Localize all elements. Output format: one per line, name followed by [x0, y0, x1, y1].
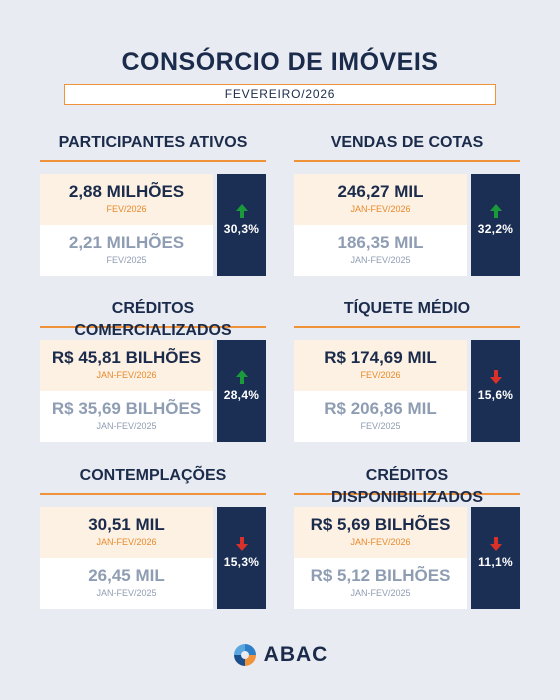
card-title: CRÉDITOS DISPONIBILIZADOS [330, 467, 483, 506]
previous-value: R$ 5,12 BILHÕES [310, 566, 451, 585]
current-period: JAN-FEV/2026 [350, 204, 411, 214]
current-row: R$ 45,81 BILHÕES JAN-FEV/2026 [40, 340, 213, 391]
previous-period: JAN-FEV/2025 [350, 588, 411, 598]
previous-value: 186,35 MIL [337, 233, 424, 252]
change-percent: 11,1% [478, 555, 513, 569]
current-value: 30,51 MIL [88, 515, 165, 534]
divider [40, 160, 266, 162]
current-period: JAN-FEV/2026 [96, 370, 157, 380]
change-box: 11,1% [471, 507, 520, 609]
change-box: 30,3% [217, 174, 266, 276]
change-percent: 28,4% [223, 388, 260, 402]
arrow-up-icon [235, 204, 248, 218]
previous-row: 2,21 MILHÕES FEV/2025 [40, 225, 213, 276]
previous-row: R$ 35,69 BILHÕES JAN-FEV/2025 [40, 391, 213, 442]
previous-period: JAN-FEV/2025 [96, 421, 157, 431]
previous-period: FEV/2025 [106, 255, 147, 265]
current-value: R$ 174,69 MIL [324, 348, 437, 367]
arrow-down-icon [489, 370, 502, 384]
change-percent: 32,2% [477, 222, 514, 236]
change-box: 32,2% [471, 174, 520, 276]
card-participantes-ativos: PARTICIPANTES ATIVOS 2,88 MILHÕES FEV/20… [40, 132, 266, 276]
page-title: CONSÓRCIO DE IMÓVEIS [121, 48, 439, 76]
current-row: R$ 5,69 BILHÕES JAN-FEV/2026 [294, 507, 467, 558]
period-box: FEVEREIRO/2026 [64, 84, 496, 105]
current-row: 30,51 MIL JAN-FEV/2026 [40, 507, 213, 558]
card-contemplacoes: CONTEMPLAÇÕES 30,51 MIL JAN-FEV/2026 26,… [40, 465, 266, 609]
change-box: 15,3% [217, 507, 266, 609]
change-percent: 15,6% [477, 388, 514, 402]
arrow-down-icon [489, 537, 502, 551]
previous-value: 26,45 MIL [88, 566, 165, 585]
previous-row: R$ 5,12 BILHÕES JAN-FEV/2025 [294, 558, 467, 609]
current-value: R$ 45,81 BILHÕES [51, 348, 202, 367]
current-value: R$ 5,69 BILHÕES [310, 515, 451, 534]
previous-period: FEV/2025 [360, 421, 401, 431]
change-percent: 15,3% [223, 555, 260, 569]
card-creditos-comercializados: CRÉDITOS COMERCIALIZADOS R$ 45,81 BILHÕE… [40, 298, 266, 442]
card-body: R$ 174,69 MIL FEV/2026 R$ 206,86 MIL FEV… [294, 340, 520, 442]
current-value: 2,88 MILHÕES [68, 182, 185, 201]
card-creditos-disponibilizados: CRÉDITOS DISPONIBILIZADOS R$ 5,69 BILHÕE… [294, 465, 520, 609]
logo-text: ABAC [263, 643, 329, 666]
previous-period: JAN-FEV/2025 [350, 255, 411, 265]
divider [294, 160, 520, 162]
previous-value: R$ 206,86 MIL [324, 399, 437, 418]
current-row: R$ 174,69 MIL FEV/2026 [294, 340, 467, 391]
card-body: R$ 5,69 BILHÕES JAN-FEV/2026 R$ 5,12 BIL… [294, 507, 520, 609]
current-period: FEV/2026 [360, 370, 401, 380]
card-body: 246,27 MIL JAN-FEV/2026 186,35 MIL JAN-F… [294, 174, 520, 276]
card-title: VENDAS DE COTAS [330, 134, 484, 151]
previous-row: 26,45 MIL JAN-FEV/2025 [40, 558, 213, 609]
current-row: 246,27 MIL JAN-FEV/2026 [294, 174, 467, 225]
current-period: FEV/2026 [106, 204, 147, 214]
arrow-down-icon [235, 537, 248, 551]
previous-row: R$ 206,86 MIL FEV/2025 [294, 391, 467, 442]
abac-logo-icon [233, 644, 256, 666]
card-title: PARTICIPANTES ATIVOS [58, 134, 248, 151]
change-box: 28,4% [217, 340, 266, 442]
divider [294, 493, 520, 495]
arrow-up-icon [235, 370, 248, 384]
current-period: JAN-FEV/2026 [350, 537, 411, 547]
change-percent: 30,3% [223, 222, 260, 236]
previous-value: 2,21 MILHÕES [68, 233, 185, 252]
divider [40, 326, 266, 328]
arrow-up-icon [489, 204, 502, 218]
abac-logo: ABAC [0, 642, 560, 668]
card-body: R$ 45,81 BILHÕES JAN-FEV/2026 R$ 35,69 B… [40, 340, 266, 442]
card-tiquete-medio: TÍQUETE MÉDIO R$ 174,69 MIL FEV/2026 R$ … [294, 298, 520, 442]
previous-row: 186,35 MIL JAN-FEV/2025 [294, 225, 467, 276]
card-body: 30,51 MIL JAN-FEV/2026 26,45 MIL JAN-FEV… [40, 507, 266, 609]
card-title: CRÉDITOS COMERCIALIZADOS [74, 300, 232, 339]
current-value: 246,27 MIL [337, 182, 424, 201]
card-vendas-de-cotas: VENDAS DE COTAS 246,27 MIL JAN-FEV/2026 … [294, 132, 520, 276]
divider [40, 493, 266, 495]
current-row: 2,88 MILHÕES FEV/2026 [40, 174, 213, 225]
change-box: 15,6% [471, 340, 520, 442]
card-title: TÍQUETE MÉDIO [343, 300, 471, 317]
previous-value: R$ 35,69 BILHÕES [51, 399, 202, 418]
current-period: JAN-FEV/2026 [96, 537, 157, 547]
card-title: CONTEMPLAÇÕES [79, 467, 227, 484]
previous-period: JAN-FEV/2025 [96, 588, 157, 598]
divider [294, 326, 520, 328]
card-body: 2,88 MILHÕES FEV/2026 2,21 MILHÕES FEV/2… [40, 174, 266, 276]
